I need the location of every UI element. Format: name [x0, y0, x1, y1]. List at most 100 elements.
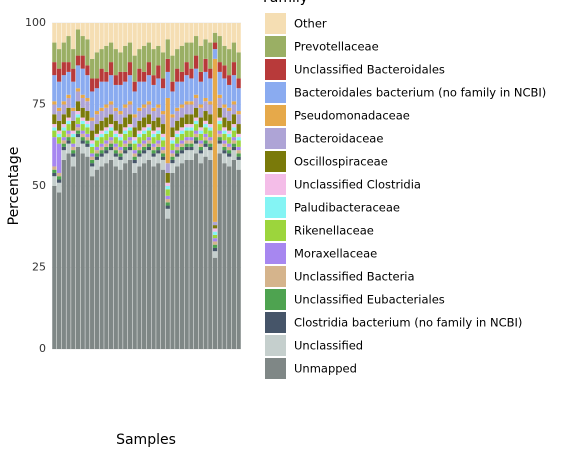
- bar-segment: [85, 140, 90, 144]
- bar-segment: [236, 156, 241, 160]
- legend-swatch: [265, 289, 286, 310]
- bar-segment: [156, 153, 161, 164]
- bar-segment: [198, 104, 203, 108]
- bar-segment: [94, 169, 100, 349]
- legend-swatch: [265, 243, 286, 264]
- bar-segment: [208, 127, 213, 131]
- bar-segment: [189, 159, 194, 349]
- bar-segment: [85, 75, 90, 98]
- bar-segment: [80, 68, 85, 95]
- bar-segment: [61, 75, 66, 102]
- bar-segment: [179, 127, 185, 131]
- bar-segment: [123, 104, 128, 108]
- bar-segment: [170, 81, 175, 92]
- bar-segment: [193, 107, 199, 118]
- bar-segment: [75, 130, 81, 134]
- bar-segment: [123, 45, 128, 72]
- bar-segment: [212, 231, 218, 235]
- bar-segment: [208, 101, 213, 105]
- bar-segment: [71, 130, 76, 134]
- bar-segment: [113, 156, 118, 167]
- bar-segment: [99, 153, 104, 157]
- legend-label: Bacteroidales bacterium (no family in NC…: [294, 86, 546, 100]
- bar-segment: [75, 101, 81, 112]
- bar-segment: [61, 101, 66, 105]
- bar-segment: [217, 143, 222, 154]
- bar-segment: [66, 117, 71, 121]
- bar-segment: [104, 140, 109, 144]
- bar-segment: [71, 133, 76, 138]
- bar-segment: [203, 156, 208, 349]
- bar-segment: [104, 146, 109, 151]
- bar-segment: [75, 133, 81, 138]
- bar-segment: [80, 23, 85, 37]
- bar-segment: [108, 143, 114, 147]
- bar-segment: [175, 166, 180, 349]
- bar-segment: [208, 68, 213, 79]
- bar-segment: [227, 75, 232, 85]
- bar-segment: [142, 71, 147, 82]
- bar-segment: [127, 124, 133, 128]
- bar-segment: [142, 127, 147, 131]
- bar-segment: [99, 133, 104, 138]
- bar-segment: [160, 124, 166, 134]
- bar-segment: [165, 202, 170, 206]
- bar-segment: [142, 130, 147, 134]
- bar-segment: [203, 137, 208, 141]
- bar-segment: [198, 143, 203, 147]
- legend-label: Unclassified Bacteroidales: [294, 63, 445, 77]
- bar-segment: [52, 176, 57, 186]
- bar-segment: [118, 114, 123, 125]
- bar-segment: [66, 97, 71, 108]
- bar-segment: [165, 97, 170, 164]
- bar-segment: [146, 42, 151, 63]
- bar-segment: [217, 117, 222, 121]
- bar-segment: [104, 45, 109, 72]
- bar-segment: [56, 49, 62, 69]
- bar-segment: [66, 133, 71, 138]
- bar-segment: [137, 143, 142, 147]
- bar-segment: [56, 143, 62, 173]
- bar-segment: [156, 104, 161, 108]
- bar-segment: [113, 107, 118, 112]
- legend-swatch: [265, 105, 286, 126]
- bar-segment: [217, 97, 222, 108]
- bar-segment: [212, 241, 218, 245]
- bar-segment: [137, 156, 142, 167]
- bar-segment: [99, 166, 104, 349]
- bar-segment: [203, 143, 208, 147]
- bar-segment: [56, 176, 62, 180]
- bar-segment: [142, 107, 147, 118]
- bar-segment: [151, 156, 156, 167]
- bar-segment: [227, 120, 232, 131]
- legend-title: Family: [263, 0, 308, 6]
- bar-segment: [189, 42, 194, 69]
- bar-segment: [151, 143, 156, 147]
- bar-segment: [217, 124, 222, 131]
- bar-segment: [179, 130, 185, 134]
- bar-segment: [137, 166, 142, 349]
- y-axis-title: Percentage: [6, 147, 22, 226]
- bar-segment: [184, 150, 189, 160]
- bar-segment: [108, 124, 114, 128]
- bar-segment: [118, 159, 123, 170]
- bar-segment: [170, 114, 175, 118]
- y-tick-label: 75: [32, 98, 46, 111]
- bar-segment: [75, 88, 81, 92]
- bar-segment: [203, 23, 208, 40]
- bar-segment: [175, 150, 180, 154]
- bar-segment: [75, 111, 81, 115]
- bar-segment: [123, 146, 128, 151]
- bar-segment: [61, 137, 66, 141]
- bar-segment: [146, 124, 151, 128]
- bar-segment: [212, 221, 218, 226]
- bar-segment: [94, 78, 100, 89]
- bar-segment: [231, 75, 237, 102]
- bar-segment: [104, 104, 109, 108]
- bar-segment: [193, 94, 199, 98]
- bar-segment: [66, 94, 71, 98]
- bar-segment: [127, 127, 133, 131]
- bar-segment: [231, 23, 237, 43]
- bar-segment: [189, 23, 194, 43]
- bar-segment: [217, 140, 222, 144]
